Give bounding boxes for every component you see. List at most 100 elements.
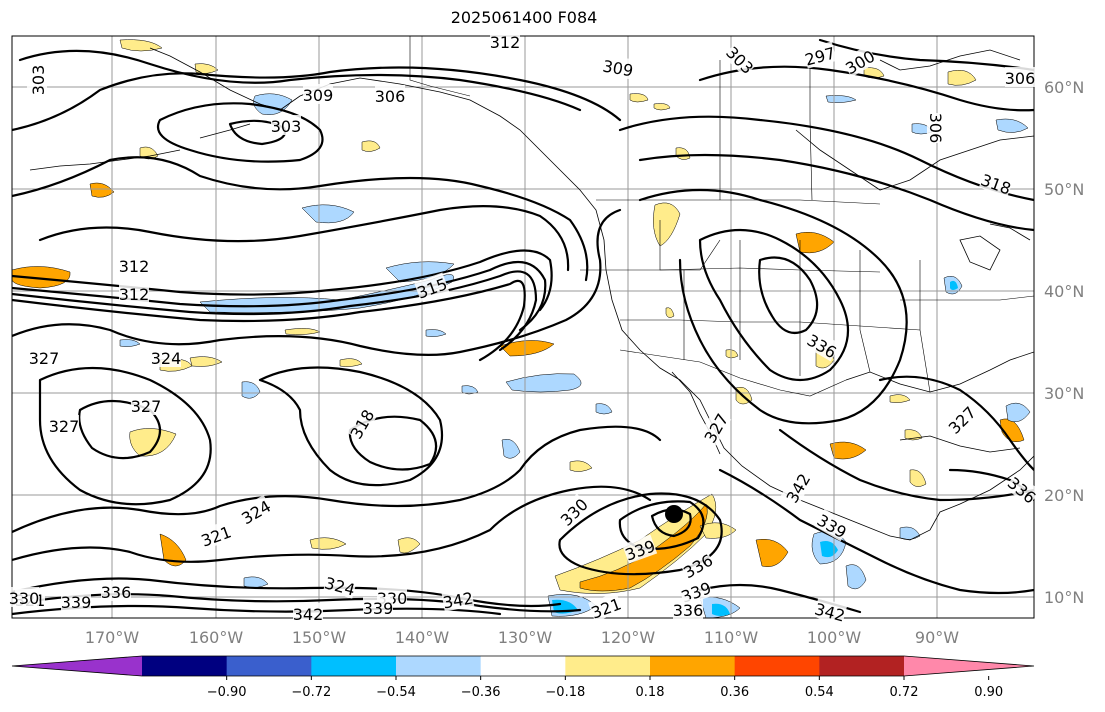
colorbar-outline — [11, 655, 1035, 677]
colorbar-segment — [650, 656, 736, 676]
contour-label-bg — [49, 415, 79, 435]
colorbar-tick-label: 0.36 — [720, 685, 749, 700]
contour-label-bg — [698, 409, 732, 446]
colorbar-segment — [311, 656, 397, 676]
contour-label-bg — [678, 576, 714, 606]
contour-label-bg — [344, 405, 378, 442]
colorbar: −0.90 −0.72 −0.54 −0.36 −0.18 0.18 0.36 0.54 0.7… — [11, 655, 1035, 700]
colorbar-tick-label: 0.54 — [805, 685, 834, 700]
contour-label: 327 — [49, 417, 80, 436]
latitude-label: 10°N — [1044, 588, 1084, 607]
contour-label-bg — [131, 395, 161, 415]
contour-label-bg — [814, 508, 851, 542]
contour-label: 312 — [490, 33, 521, 52]
contour-label-bg — [1004, 471, 1041, 507]
contour-label-bg — [27, 65, 47, 95]
contour-label-bg — [1005, 67, 1035, 87]
contour-label-bg — [723, 41, 759, 77]
longitude-label: 170°W — [85, 628, 140, 647]
contour-label: 306 — [1005, 69, 1036, 88]
colorbar-tick-label: 0.72 — [890, 685, 919, 700]
latitude-label: 50°N — [1044, 180, 1084, 199]
contour-label-bg — [679, 548, 716, 582]
contour-label-bg — [490, 31, 520, 51]
contour-label: 309 — [303, 86, 334, 105]
contour-label: 312 — [119, 285, 150, 304]
contour-label-bg — [441, 586, 475, 612]
contour-label-bg — [119, 255, 149, 275]
contour-label-bg — [151, 347, 181, 367]
longitude-label: 110°W — [704, 628, 759, 647]
contour-label-bg — [802, 41, 837, 69]
contour-label: 306 — [375, 87, 406, 106]
colorbar-segment — [480, 656, 566, 676]
colorbar-tick-label: −0.36 — [461, 685, 501, 700]
contour-label: 303 — [271, 117, 302, 136]
colorbar-tick-label: 0.90 — [974, 685, 1003, 700]
longitude-label: 120°W — [601, 628, 656, 647]
contour-label-bg — [9, 587, 39, 607]
colorbar-segment — [142, 656, 228, 676]
contour-label-bg — [119, 283, 149, 303]
colorbar-tick-label: −0.54 — [376, 685, 416, 700]
contour-label-bg — [780, 469, 814, 506]
colorbar-segment — [819, 656, 905, 676]
longitude-label: 140°W — [395, 628, 450, 647]
longitude-label: 130°W — [498, 628, 553, 647]
contour-label-bg — [363, 597, 393, 617]
colorbar-segment — [226, 656, 312, 676]
colorbar-tick-label: 0.18 — [636, 685, 665, 700]
contour-label: 327 — [131, 397, 162, 416]
contour-label-bg — [237, 494, 274, 528]
contour-label-bg — [303, 84, 333, 104]
colorbar-tick-label: −0.72 — [291, 685, 331, 700]
contour-label-bg — [673, 599, 703, 619]
contour-label-bg — [813, 597, 848, 625]
contour-label-bg — [555, 493, 591, 529]
contour-label: 312 — [119, 257, 150, 276]
latitude-label: 60°N — [1044, 78, 1084, 97]
latitude-label: 40°N — [1044, 282, 1084, 301]
contour-label: 336 — [101, 583, 132, 602]
contour-label-bg — [293, 603, 323, 623]
colorbar-tick-label: −0.18 — [545, 685, 585, 700]
contour-label: 339 — [61, 593, 92, 612]
longitude-label: 100°W — [807, 628, 862, 647]
contour-label-bg — [29, 347, 59, 367]
contour-label: 324 — [151, 349, 182, 368]
colorbar-segment — [396, 656, 482, 676]
contour-label: 342 — [293, 605, 324, 624]
contour-label: 336 — [673, 601, 704, 620]
contour-label-bg — [588, 592, 624, 622]
hurricane-marker — [665, 505, 683, 523]
contour-label-bg — [101, 581, 131, 601]
contour-label-bg — [978, 168, 1014, 198]
contour-label-bg — [61, 591, 91, 611]
contour-label: 339 — [363, 599, 394, 618]
longitude-label: 90°W — [915, 628, 959, 647]
contour-label-bg — [414, 272, 450, 302]
latitude-label: 30°N — [1044, 384, 1084, 403]
contour-label: 330 — [9, 589, 40, 608]
contour-label-bg — [323, 571, 358, 599]
borders — [409, 36, 1034, 397]
longitude-labels: 170°W 160°W 150°W 140°W 130°W 120°W 110°W 100°W… — [85, 628, 959, 647]
colorbar-segment — [734, 656, 820, 676]
map-frame — [11, 35, 1035, 619]
contour-label-bg — [841, 44, 878, 78]
longitude-label: 160°W — [189, 628, 244, 647]
contour-label: 327 — [29, 349, 60, 368]
contour-label-bg — [271, 115, 301, 135]
contour-label: 306 — [926, 113, 945, 144]
latitude-labels: 60°N 50°N 40°N 30°N 20°N 10°N — [1044, 78, 1084, 607]
contour-label-bg — [622, 534, 658, 564]
contour-label-bg — [198, 520, 234, 550]
contour-label-bg — [927, 113, 947, 143]
map-title: 2025061400 F084 — [450, 8, 598, 27]
contour-label-bg — [375, 85, 405, 105]
contour-label: 303 — [29, 65, 48, 96]
colorbar-tick-label: −0.90 — [207, 685, 247, 700]
colorbar-extend-low — [12, 656, 142, 676]
